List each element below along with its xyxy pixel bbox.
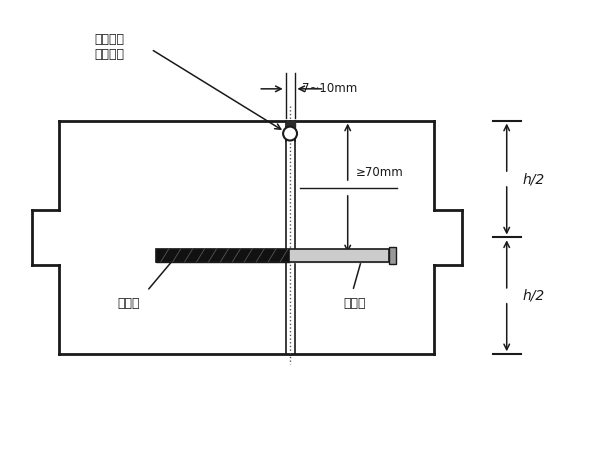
Text: 涂沥青: 涂沥青 <box>118 297 140 310</box>
Circle shape <box>283 126 297 140</box>
Bar <box>156 249 290 262</box>
Bar <box>290 249 389 262</box>
Text: 灌填缝料: 灌填缝料 <box>94 33 124 45</box>
Text: ≥70mm: ≥70mm <box>356 166 403 179</box>
Text: 传力杆: 传力杆 <box>343 297 366 310</box>
Bar <box>286 121 295 126</box>
Bar <box>389 247 397 264</box>
Text: 7~10mm: 7~10mm <box>302 82 358 95</box>
Bar <box>156 249 389 262</box>
Text: h/2: h/2 <box>523 289 545 303</box>
Text: 背衬垫条: 背衬垫条 <box>94 48 124 61</box>
Text: h/2: h/2 <box>523 172 545 186</box>
